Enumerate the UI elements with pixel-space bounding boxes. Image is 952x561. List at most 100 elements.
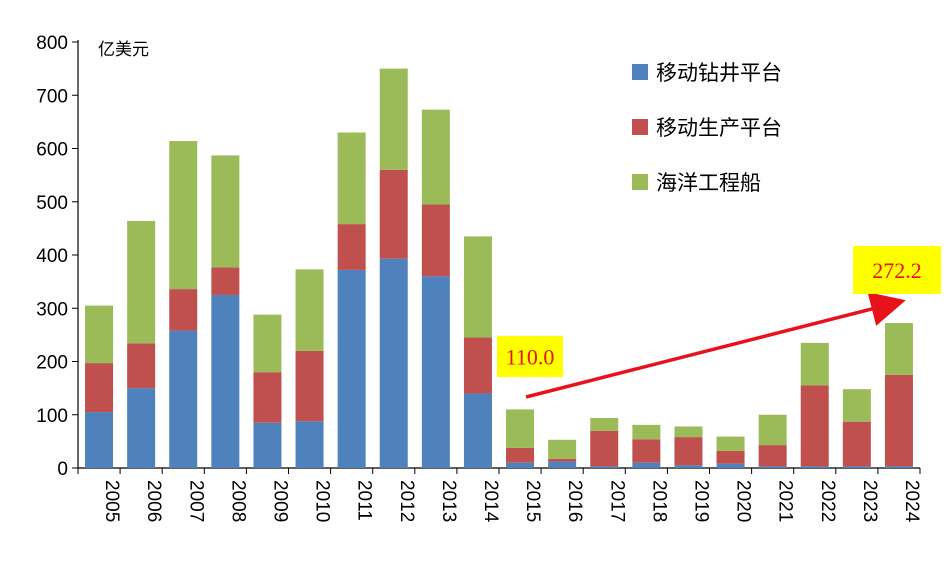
bar-segment [716,463,745,468]
x-tick-label: 2016 [564,480,585,522]
unit-label: 亿美元 [98,40,149,60]
bar-segment [211,294,240,468]
bar-segment [548,439,577,459]
x-tick-label: 2017 [606,480,627,522]
bar-segment [253,372,282,423]
legend-entry: 移动钻井平台 [656,61,782,85]
x-tick-label: 2023 [859,480,880,522]
x-tick-label: 2021 [775,480,796,522]
y-tick-label: 700 [36,86,68,107]
bar-segment [590,430,619,467]
bar-segment [506,409,535,448]
bar-segment [758,445,787,467]
bar-segment [758,414,787,446]
x-tick-label: 2006 [143,480,164,522]
bar-segment [295,421,324,468]
y-tick-label: 100 [36,406,68,427]
callout-label: 110.0 [506,345,555,370]
legend-swatch [632,64,648,80]
y-tick-label: 600 [36,140,68,161]
x-tick-label: 2005 [101,480,122,522]
bar-segment [421,109,450,205]
x-tick-label: 2012 [396,480,417,522]
trend-arrow [525,291,906,399]
x-tick-label: 2015 [522,480,543,522]
bar-segment [758,466,787,468]
bar-segment [169,289,198,331]
y-tick-label: 800 [36,33,68,54]
bar-segment [211,267,240,295]
y-tick-label: 0 [57,459,68,480]
bar-segment [506,462,535,468]
bar-segment [253,314,282,373]
bar-segment [379,258,408,468]
bar-segment [379,169,408,259]
bar-segment [800,385,829,467]
x-tick-label: 2013 [438,480,459,522]
bar-segment [253,422,282,468]
bar-segment [800,466,829,468]
legend-swatch [632,119,648,135]
bar-segment [590,466,619,468]
bar-segment [842,421,871,467]
bar-segment [884,466,913,468]
bar-segment [127,343,156,389]
bar-segment [674,465,703,468]
bar-segment [506,447,535,463]
x-tick-label: 2009 [269,480,290,522]
bar-segment [421,204,450,277]
y-tick-label: 500 [36,193,68,214]
bar-segment [842,466,871,468]
x-tick-label: 2022 [817,480,838,522]
y-tick-label: 400 [36,246,68,267]
bars [85,68,913,468]
bar-segment [463,236,492,338]
bar-segment [85,363,114,413]
bar-segment [632,424,661,440]
bar-segment [548,461,577,468]
bar-segment [127,388,156,468]
callout-box [497,336,563,377]
y-axis: 0 100 200 300 400 500 600 700 800 [36,33,79,480]
bar-segment [884,323,913,375]
bar-segment [842,389,871,422]
bar-segment [379,68,408,170]
y-tick-label: 300 [36,299,68,320]
bar-segment [85,412,114,468]
annotations: 110.0 272.2 [497,246,941,399]
x-tick-label: 2011 [354,480,375,521]
bar-segment [127,220,156,344]
bar-segment [295,269,324,351]
x-tick-label: 2010 [312,480,333,522]
x-tick-label: 2008 [227,480,248,522]
bar-segment [590,417,619,431]
callout-label: 272.2 [872,258,922,283]
x-tick-label: 2024 [901,480,922,523]
bar-segment [674,426,703,438]
bar-segment [169,141,198,290]
legend-entry: 移动生产平台 [656,116,782,140]
callout-box [853,246,941,294]
x-axis: 2005 2006 2007 2008 2009 2010 2011 2012 2013 2014… [77,467,922,523]
x-tick-label: 2020 [733,480,754,522]
legend-entry: 海洋工程船 [656,171,761,195]
bar-segment [884,374,913,467]
bar-segment [337,132,366,225]
legend-swatch [632,174,648,190]
bar-segment [337,224,366,270]
bar-segment [337,269,366,468]
x-tick-label: 2018 [648,480,669,522]
bar-segment [169,330,198,468]
bar-segment [632,462,661,468]
bar-segment [674,437,703,466]
bar-segment [421,276,450,468]
bar-segment [85,305,114,364]
y-tick-label: 200 [36,353,68,374]
bar-segment [211,155,240,268]
bar-segment [295,350,324,422]
bar-segment [716,450,745,464]
bar-segment [548,458,577,462]
bar-segment [800,342,829,386]
